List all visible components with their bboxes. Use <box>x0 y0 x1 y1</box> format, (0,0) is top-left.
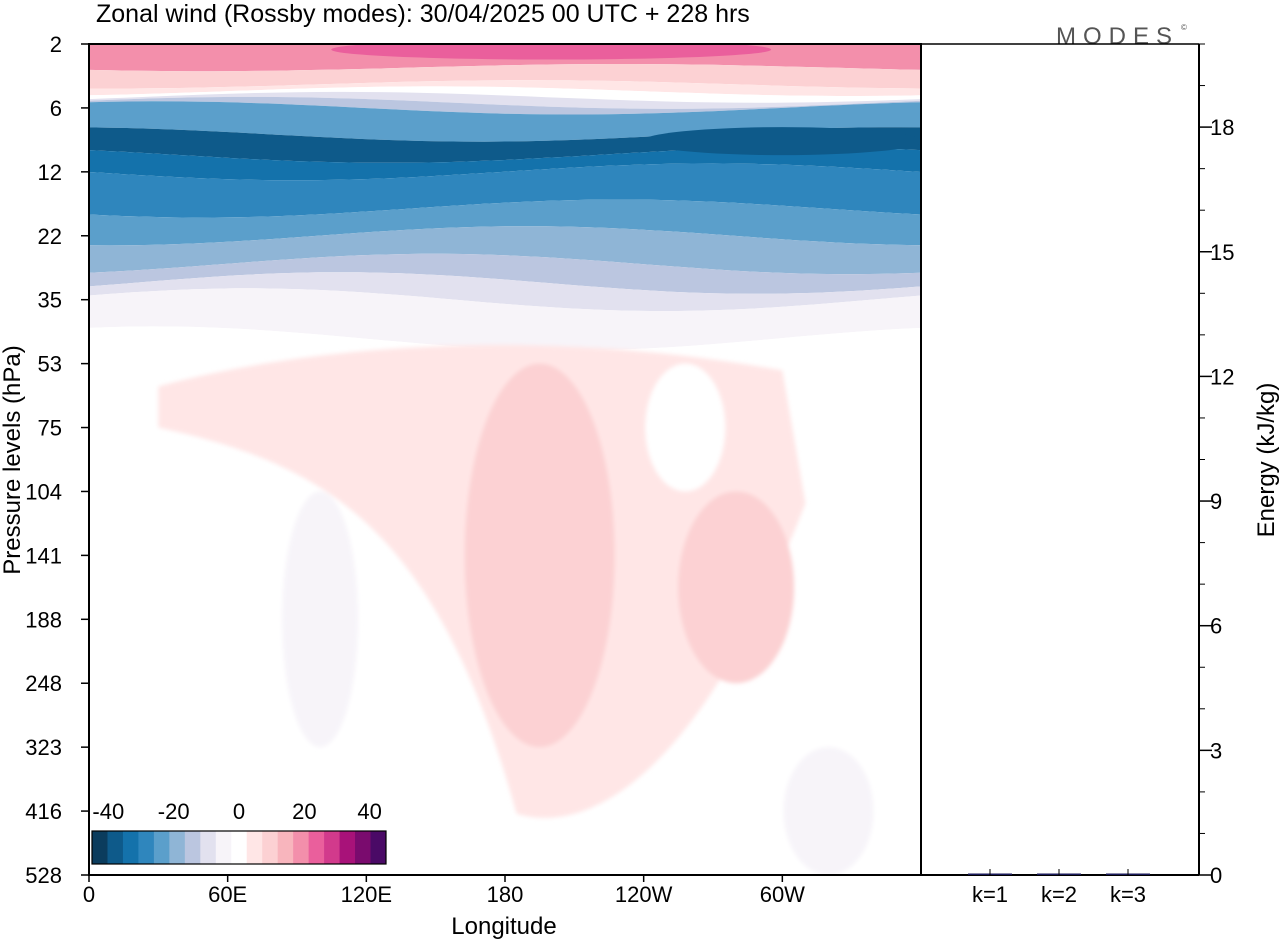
x-tick-label: 180 <box>487 882 524 907</box>
energy-tick-label: 15 <box>1210 240 1234 265</box>
y-tick-label: 22 <box>38 224 62 249</box>
wind-band <box>89 64 921 89</box>
colorbar <box>91 830 387 865</box>
wind-band <box>89 288 921 351</box>
colorbar-swatch <box>262 831 279 864</box>
energy-tick-label: 12 <box>1210 364 1234 389</box>
colorbar-swatch <box>200 831 217 864</box>
wind-band <box>89 86 921 103</box>
y-tick-label: 141 <box>25 543 62 568</box>
wind-band <box>89 91 921 109</box>
colorbar-swatch <box>153 831 170 864</box>
wind-band <box>89 226 921 275</box>
energy-axis: 0 3 6 9 12 15 18 <box>1199 43 1234 888</box>
wind-band <box>89 253 921 294</box>
colorbar-swatch <box>107 831 124 864</box>
colorbar-ticks: -40 -20 0 20 40 <box>92 799 381 824</box>
wind-band <box>89 272 921 312</box>
wind-band <box>89 326 921 369</box>
colorbar-tick-label: -40 <box>92 799 124 824</box>
energy-bar-label: k=2 <box>1041 882 1077 907</box>
colorbar-frame <box>91 830 387 865</box>
wind-band <box>89 147 921 181</box>
easterly-core <box>96 130 197 139</box>
x-tick-label: 0 <box>83 882 95 907</box>
energy-tick-label: 18 <box>1210 115 1234 140</box>
easterly-patch-60E <box>282 491 359 748</box>
copyright-mark: © <box>1181 23 1187 32</box>
colorbar-swatch <box>324 831 341 864</box>
pressure-axis: 2 6 12 22 35 53 75 104 141 188 248 323 416 528 <box>25 32 89 888</box>
y-tick-label: 12 <box>38 160 62 185</box>
colorbar-swatch <box>169 831 186 864</box>
colorbar-swatch <box>370 831 387 864</box>
colorbar-swatch <box>355 831 372 864</box>
tropospheric-features <box>158 345 874 875</box>
zonal-wind-map <box>89 44 921 875</box>
colorbar-swatch <box>215 831 232 864</box>
wind-band <box>89 163 921 218</box>
colorbar-swatch <box>277 831 294 864</box>
x-axis-label: Longitude <box>451 913 556 940</box>
y-tick-label: 248 <box>25 671 62 696</box>
westerly-top <box>331 44 772 60</box>
colorbar-swatch <box>138 831 155 864</box>
x-tick-label: 60E <box>208 882 247 907</box>
energy-tick-label: 6 <box>1210 614 1222 639</box>
energy-bar-label: k=1 <box>972 882 1008 907</box>
colorbar-swatch <box>184 831 201 864</box>
longitude-axis: 0 60E 120E 180 120W 60W <box>83 875 805 907</box>
colorbar-swatch <box>246 831 263 864</box>
stratospheric-bands <box>89 44 921 369</box>
secondary-max <box>678 491 795 684</box>
colorbar-tick-label: 40 <box>357 799 381 824</box>
y-tick-label: 6 <box>50 96 62 121</box>
colorbar-swatch <box>92 831 108 864</box>
y-tick-label: 528 <box>25 863 62 888</box>
colorbar-tick-label: 0 <box>233 799 245 824</box>
energy-tick-label: 3 <box>1210 738 1222 763</box>
energy-tick-label: 9 <box>1210 489 1222 514</box>
y-tick-label: 75 <box>38 416 62 441</box>
y-tick-label: 416 <box>25 799 62 824</box>
easterly-core <box>642 127 921 156</box>
y-tick-label: 53 <box>38 352 62 377</box>
energy-bar-label: k=3 <box>1110 882 1146 907</box>
energy-axis-label: Energy (kJ/kg) <box>1253 383 1280 538</box>
y-tick-label: 104 <box>25 479 62 504</box>
y-axis-label: Pressure levels (hPa) <box>0 345 26 574</box>
jet-outer <box>464 363 615 748</box>
energy-tick-label: 0 <box>1210 863 1222 888</box>
energy-panel <box>921 44 1199 875</box>
colorbar-swatch <box>231 831 248 864</box>
wind-band <box>89 96 921 115</box>
colorbar-swatch <box>339 831 356 864</box>
weak-minimum <box>645 363 726 492</box>
y-tick-label: 188 <box>25 607 62 632</box>
wind-band <box>89 80 921 96</box>
colorbar-tick-label: 20 <box>292 799 316 824</box>
colorbar-swatch <box>122 831 139 864</box>
x-tick-label: 120W <box>615 882 673 907</box>
x-tick-label: 60W <box>760 882 805 907</box>
colorbar-tick-label: -20 <box>158 799 190 824</box>
x-tick-label: 120E <box>341 882 392 907</box>
colorbar-swatch <box>293 831 310 864</box>
y-tick-label: 2 <box>50 32 62 57</box>
easterly-patch-300W <box>783 747 874 875</box>
chart-title: Zonal wind (Rossby modes): 30/04/2025 00… <box>96 0 750 28</box>
colorbar-swatch <box>308 831 325 864</box>
energy-bars: k=1 k=2 k=3 <box>968 869 1150 907</box>
y-tick-label: 35 <box>38 288 62 313</box>
y-tick-label: 323 <box>25 735 62 760</box>
wind-band <box>89 199 921 246</box>
